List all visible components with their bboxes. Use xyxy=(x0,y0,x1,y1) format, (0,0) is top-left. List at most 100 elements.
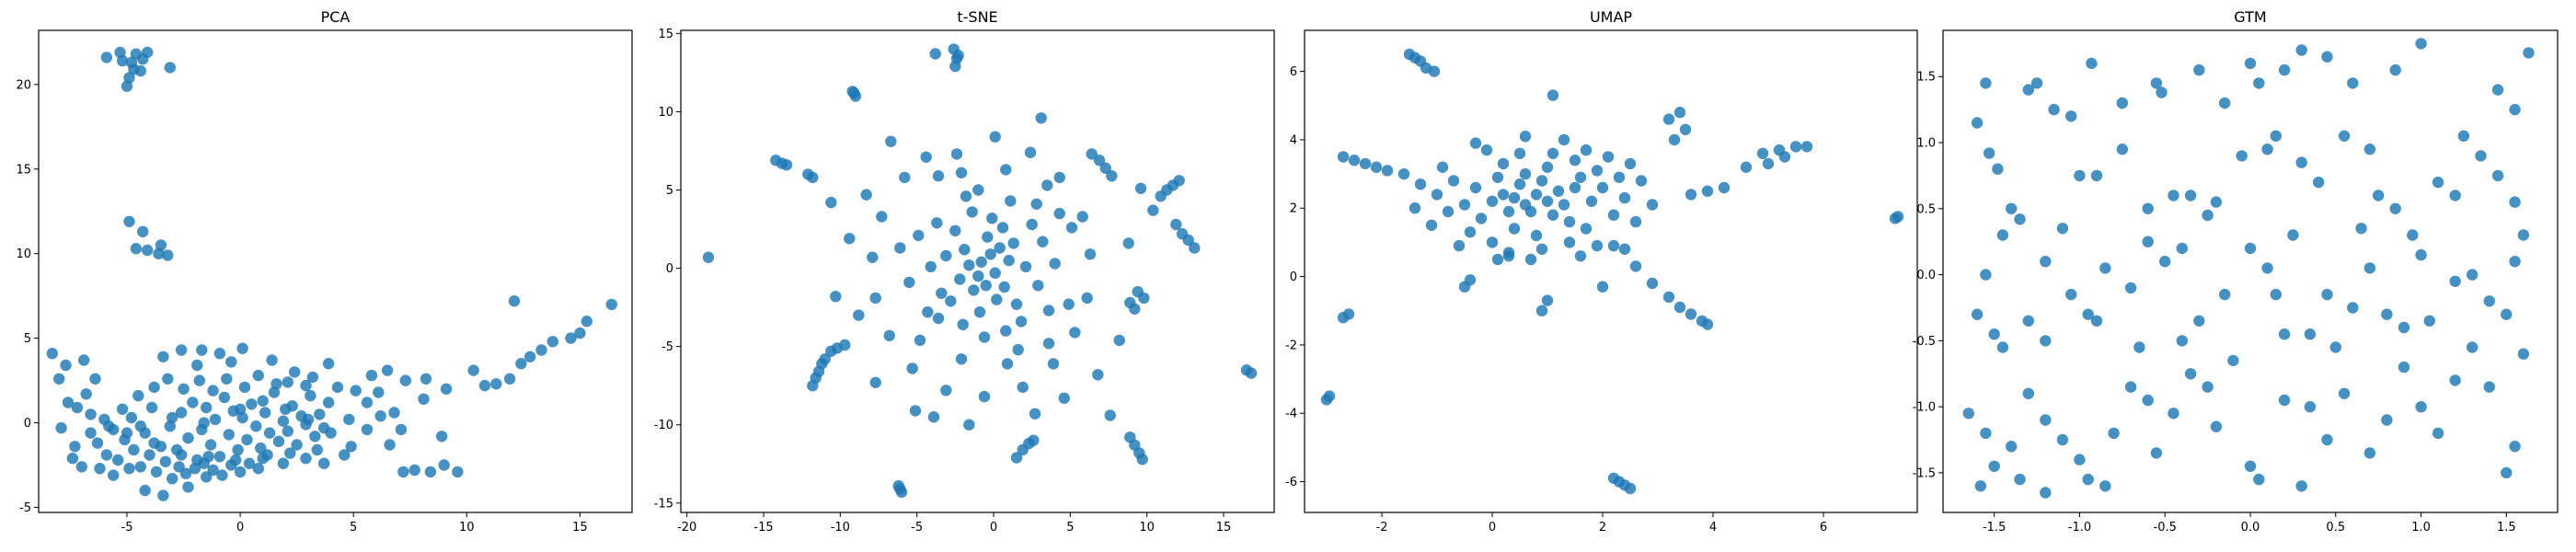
pca-point xyxy=(305,389,316,402)
gtm-point xyxy=(1996,229,2009,241)
tsne-point xyxy=(1147,204,1159,216)
gtm-point xyxy=(2467,341,2478,353)
tsne-point xyxy=(940,385,952,397)
umap-point xyxy=(1524,253,1537,266)
pca-point xyxy=(230,454,242,466)
tsne-point xyxy=(1076,211,1088,223)
tsne-point xyxy=(929,48,941,60)
pca-point xyxy=(191,359,203,372)
gtm-point xyxy=(2116,144,2128,155)
tsne-point xyxy=(1010,298,1023,310)
tsne-x-tick-label: 10 xyxy=(1139,521,1155,535)
tsne-axes-frame xyxy=(680,29,1275,513)
pca-point xyxy=(142,244,154,257)
gtm-point xyxy=(2040,414,2052,426)
tsne-point xyxy=(955,167,968,178)
pca-point xyxy=(535,344,547,356)
umap-point xyxy=(1453,239,1466,252)
umap-point xyxy=(1778,151,1791,163)
tsne-point xyxy=(1104,409,1116,421)
umap-x-tick-label: 0 xyxy=(1489,521,1496,535)
gtm-point xyxy=(2142,394,2154,407)
gtm-point xyxy=(2056,433,2069,446)
tsne-point xyxy=(903,276,915,289)
gtm-point xyxy=(2338,387,2351,399)
umap-point xyxy=(1442,205,1455,218)
gtm-point xyxy=(2074,454,2086,466)
tsne-y-tick-label: 15 xyxy=(658,28,673,41)
gtm-point xyxy=(2150,447,2163,459)
pca-point xyxy=(395,423,408,436)
pca-point xyxy=(343,413,355,426)
tsne-point xyxy=(1010,452,1023,464)
umap-point xyxy=(1359,157,1372,170)
pca-point xyxy=(302,413,315,426)
tsne-point xyxy=(1019,260,1032,273)
tsne-point xyxy=(867,251,879,263)
pca-x-tick-label: 15 xyxy=(572,521,588,535)
pca-point xyxy=(193,374,205,386)
gtm-point xyxy=(2006,202,2018,214)
pca-point xyxy=(125,56,138,69)
umap-point xyxy=(1574,250,1587,262)
tsne-point xyxy=(853,309,865,321)
gtm-point xyxy=(2467,269,2478,281)
pca-point xyxy=(196,344,208,356)
tsne-point xyxy=(899,171,911,184)
pca-point xyxy=(282,425,293,437)
pca-point xyxy=(234,403,247,415)
gtm-point xyxy=(2483,381,2495,393)
pca-point xyxy=(103,420,115,432)
tsne-point xyxy=(975,256,987,268)
umap-point xyxy=(1530,189,1543,201)
tsne-point xyxy=(844,233,856,245)
tsne-point xyxy=(1063,298,1075,310)
pca-point xyxy=(345,441,357,453)
pca-y-tick-label: 10 xyxy=(16,247,31,261)
gtm-point xyxy=(2398,321,2410,334)
pca-axes-frame xyxy=(38,29,633,513)
gtm-point xyxy=(2407,229,2419,241)
pca-point xyxy=(132,389,144,402)
pca-point xyxy=(137,53,149,65)
gtm-point xyxy=(2210,420,2223,432)
gtm-point xyxy=(2304,328,2317,340)
tsne-point xyxy=(989,267,1001,279)
gtm-point xyxy=(2261,144,2273,155)
pca-point xyxy=(85,427,97,439)
gtm-x-tick-label: -0.5 xyxy=(2154,521,2177,535)
umap-point xyxy=(1409,202,1421,214)
tsne-x-tick-label: 15 xyxy=(1216,521,1232,535)
tsne-point xyxy=(909,405,922,417)
tsne-point xyxy=(982,231,994,243)
tsne-point xyxy=(966,206,978,218)
gtm-point xyxy=(2389,202,2401,214)
tsne-point xyxy=(1017,381,1029,394)
umap-point xyxy=(1740,161,1753,173)
pca-point xyxy=(232,443,244,456)
pca-point xyxy=(365,369,378,382)
umap-point xyxy=(1464,274,1477,286)
pca-point xyxy=(130,243,143,255)
tsne-point xyxy=(972,270,984,282)
umap-point xyxy=(1591,165,1604,177)
pca-point xyxy=(85,408,97,420)
pca-point xyxy=(112,454,124,466)
tsne-point xyxy=(973,306,986,318)
tsne-point xyxy=(1015,316,1028,328)
gtm-y-tick-label: -1.5 xyxy=(1913,466,1936,480)
tsne-point xyxy=(978,390,991,403)
umap-point xyxy=(1541,294,1554,306)
tsne-point xyxy=(955,353,968,365)
pca-point xyxy=(175,344,188,356)
tsne-point xyxy=(957,318,969,330)
gtm-point xyxy=(2176,242,2188,255)
umap-point xyxy=(1662,113,1675,125)
umap-point xyxy=(1436,161,1449,173)
gtm-point xyxy=(2347,77,2359,89)
umap-point xyxy=(1469,137,1482,149)
gtm-point xyxy=(2363,447,2376,459)
pca-point xyxy=(69,441,81,453)
umap-point xyxy=(1497,157,1510,170)
gtm-point xyxy=(2022,84,2034,96)
